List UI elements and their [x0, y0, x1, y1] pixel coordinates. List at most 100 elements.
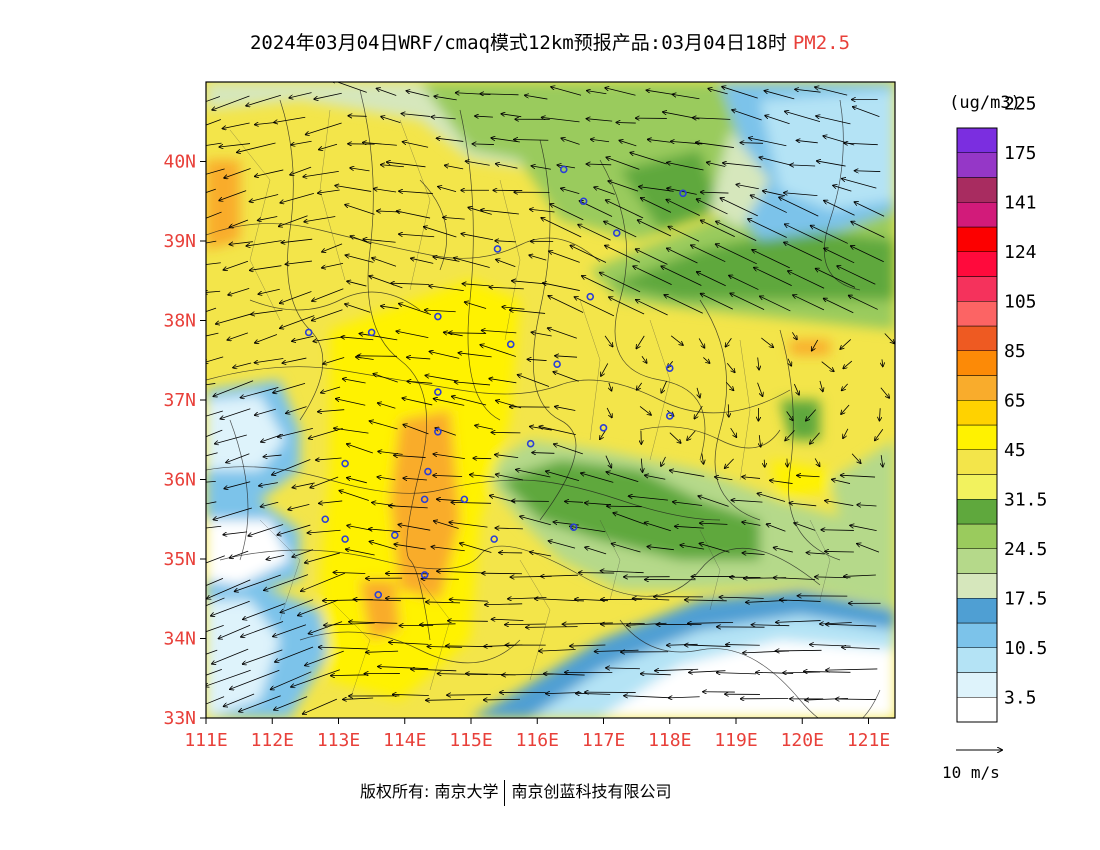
- wind-arrow: [742, 477, 761, 479]
- wind-arrow: [372, 258, 397, 267]
- wind-arrow: [246, 240, 282, 246]
- wind-arrow: [785, 224, 823, 243]
- city-marker: [665, 364, 674, 373]
- wind-arrow: [576, 693, 611, 694]
- wind-arrow: [520, 516, 551, 526]
- wind-arrow: [670, 470, 705, 477]
- wind-arrow: [606, 668, 640, 669]
- wind-arrow: [220, 408, 251, 419]
- wind-arrow: [729, 275, 759, 290]
- wind-arrow: [319, 647, 368, 649]
- wind-arrow: [206, 356, 224, 363]
- colorbar-label: 105: [1004, 291, 1037, 312]
- wind-arrow: [378, 403, 396, 409]
- colorbar-label: 85: [1004, 341, 1026, 362]
- wind-arrow: [752, 625, 790, 626]
- wind-arrow: [318, 410, 345, 412]
- wind-arrow: [377, 477, 396, 481]
- wind-arrow: [530, 552, 552, 557]
- wind-arrow: [816, 269, 856, 288]
- lon-tick-label: 114E: [383, 730, 426, 751]
- wind-arrow: [366, 651, 399, 652]
- wind-arrow: [434, 399, 465, 406]
- wind-arrow: [788, 271, 825, 289]
- wind-arrow: [281, 238, 313, 243]
- wind-arrow: [549, 251, 580, 263]
- wind-arrow: [842, 383, 848, 391]
- wind-arrow: [310, 476, 339, 488]
- wind-arrow: [764, 91, 795, 100]
- colorbar-swatch: [956, 523, 998, 549]
- wind-arrow: [779, 197, 819, 217]
- wind-arrow: [725, 337, 732, 347]
- wind-arrow: [434, 521, 459, 529]
- lat-tick-label: 33N: [163, 708, 196, 729]
- wind-arrow: [697, 199, 728, 215]
- wind-arrow: [466, 161, 490, 166]
- colorbar-label: 225: [1004, 93, 1037, 114]
- colorbar-label: 45: [1004, 440, 1026, 461]
- wind-arrow: [407, 357, 431, 359]
- wind-arrow: [450, 600, 488, 602]
- colorbar-swatch: [956, 152, 998, 178]
- wind-arrow: [605, 245, 641, 263]
- wind-arrow: [484, 699, 520, 700]
- wind-arrow: [323, 357, 345, 364]
- wind-arrow: [333, 572, 366, 573]
- wind-arrow: [698, 338, 704, 347]
- wind-arrow: [688, 622, 734, 623]
- wind-arrow: [774, 548, 793, 553]
- wind-arrow: [291, 140, 312, 145]
- lat-tick-label: 36N: [163, 470, 196, 491]
- wind-arrow: [841, 475, 876, 477]
- wind-arrow: [605, 455, 611, 468]
- wind-arrow: [616, 122, 636, 123]
- wind-arrow: [334, 428, 369, 434]
- wind-arrow: [841, 404, 850, 414]
- wind-arrow: [206, 555, 225, 564]
- city-marker: [367, 328, 376, 337]
- wind-arrow: [277, 524, 311, 535]
- wind-arrow: [810, 432, 820, 444]
- colorbar-label: 3.5: [1004, 687, 1037, 708]
- colorbar-swatch: [956, 325, 998, 351]
- wind-arrow: [391, 283, 430, 284]
- wind-arrow: [378, 451, 403, 455]
- wind-arrow: [794, 523, 816, 531]
- wind-arrow: [514, 139, 549, 140]
- wind-arrow: [555, 356, 578, 357]
- wind-arrow: [222, 122, 250, 129]
- wind-arrow: [213, 507, 252, 520]
- wind-arrow: [206, 262, 221, 265]
- wind-arrow: [725, 458, 734, 468]
- wind-arrow: [481, 210, 519, 215]
- wind-arrow: [230, 550, 249, 558]
- wind-arrow: [542, 117, 580, 123]
- wind-arrow: [849, 295, 878, 310]
- wind-arrow: [842, 647, 880, 649]
- wind-arrow: [433, 454, 465, 460]
- lat-tick-label: 39N: [163, 231, 196, 252]
- wind-arrow: [241, 621, 284, 636]
- wind-arrow: [243, 603, 285, 620]
- wind-arrow: [694, 405, 703, 419]
- wind-arrow: [548, 328, 577, 339]
- wind-arrow: [230, 669, 280, 689]
- wind-arrow: [879, 408, 880, 420]
- city-marker: [559, 165, 568, 174]
- wind-arrow: [882, 359, 883, 366]
- wind-arrow: [826, 669, 878, 670]
- wind-arrow: [206, 578, 224, 586]
- wind-arrow: [586, 119, 613, 122]
- wind-arrow: [759, 435, 760, 447]
- wind-arrow: [292, 482, 315, 488]
- wind-arrow: [661, 380, 667, 393]
- colorbar-swatch: [956, 449, 998, 475]
- wind-arrow: [601, 363, 609, 376]
- wind-arrow: [354, 599, 401, 600]
- wind-arrow: [298, 599, 339, 615]
- wind-arrow: [304, 216, 336, 222]
- wind-arrow: [458, 353, 492, 358]
- city-marker: [665, 412, 674, 420]
- wind-arrow: [551, 87, 582, 96]
